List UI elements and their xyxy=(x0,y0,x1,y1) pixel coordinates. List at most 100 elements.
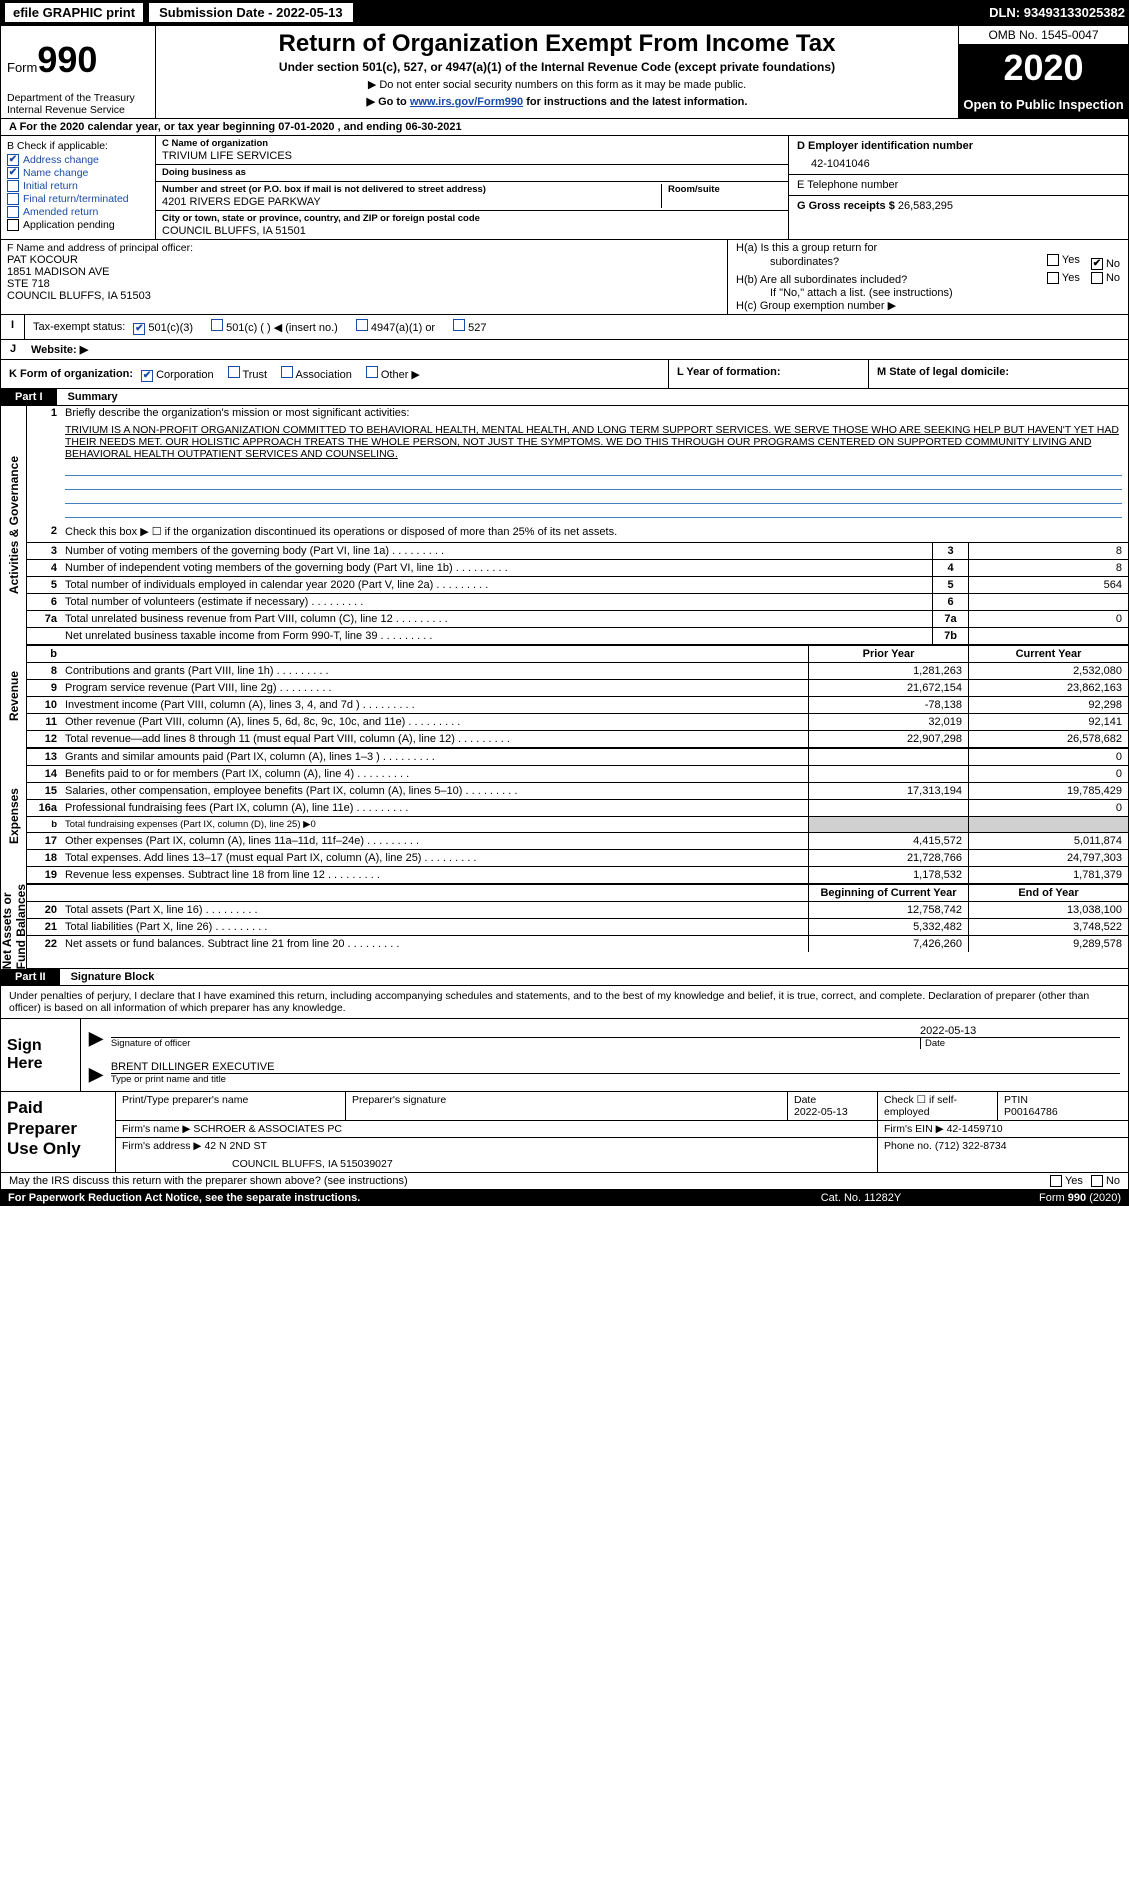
org-form-option[interactable]: Association xyxy=(281,369,352,381)
vlabel-expenses: Expenses xyxy=(1,748,27,884)
line-11: 11Other revenue (Part VIII, column (A), … xyxy=(27,713,1128,730)
discuss-no[interactable]: No xyxy=(1091,1175,1120,1187)
part1-tab: Part I xyxy=(1,389,57,405)
column-c: C Name of organization TRIVIUM LIFE SERV… xyxy=(156,136,788,239)
officer-name-title: BRENT DILLINGER EXECUTIVE xyxy=(111,1061,1120,1073)
sign-here-block: Sign Here ▶ 2022-05-13 Signature of offi… xyxy=(0,1019,1129,1092)
org-form-option[interactable]: Corporation xyxy=(141,369,214,381)
vlabel-net: Net Assets or Fund Balances xyxy=(1,884,27,969)
dln: DLN: 93493133025382 xyxy=(989,5,1125,20)
part2-title: Signature Block xyxy=(60,969,1128,985)
hb-yes[interactable]: Yes xyxy=(1047,272,1080,284)
checkbox-icon xyxy=(453,319,465,331)
form-label: Form990 xyxy=(7,42,149,78)
checkbox-initial-return[interactable]: Initial return xyxy=(7,180,149,192)
part2-tab: Part II xyxy=(1,969,60,985)
row-j-label: J xyxy=(1,343,25,356)
line-20: 20Total assets (Part X, line 16) 12,758,… xyxy=(27,901,1128,918)
firm-addr-label: Firm's address ▶ xyxy=(122,1140,202,1152)
efile-print-button[interactable]: efile GRAPHIC print xyxy=(4,2,144,23)
form-of-org: K Form of organization: Corporation Trus… xyxy=(1,360,668,388)
blank-line xyxy=(65,492,1122,504)
blank-line xyxy=(65,478,1122,490)
form-note-ssn: ▶ Do not enter social security numbers o… xyxy=(164,78,950,91)
dln-value: 93493133025382 xyxy=(1024,5,1125,20)
tax-year: 2020 xyxy=(959,45,1128,91)
hb-note: If "No," attach a list. (see instruction… xyxy=(770,287,1120,299)
part1-title: Summary xyxy=(57,389,1128,405)
irs-link[interactable]: www.irs.gov/Form990 xyxy=(410,96,523,108)
tax-status-option[interactable]: 527 xyxy=(453,322,486,334)
mission-text: TRIVIUM IS A NON-PROFIT ORGANIZATION COM… xyxy=(27,424,1128,462)
line-22: 22Net assets or fund balances. Subtract … xyxy=(27,935,1128,952)
ha-label: H(a) Is this a group return for xyxy=(736,242,877,254)
prep-name-hdr: Print/Type preparer's name xyxy=(116,1092,346,1120)
checkbox-amended-return[interactable]: Amended return xyxy=(7,206,149,218)
gov-line-3: 3Number of voting members of the governi… xyxy=(27,542,1128,559)
checkbox-icon xyxy=(133,323,145,335)
firm-ein-label: Firm's EIN ▶ xyxy=(884,1123,944,1135)
header-left: Form990 Department of the Treasury Inter… xyxy=(1,26,156,118)
line-18: 18Total expenses. Add lines 13–17 (must … xyxy=(27,849,1128,866)
arrow-icon: ▶ xyxy=(89,1064,103,1085)
checkbox-final-return-terminated[interactable]: Final return/terminated xyxy=(7,193,149,205)
ha-no[interactable]: No xyxy=(1091,258,1120,270)
line-15: 15Salaries, other compensation, employee… xyxy=(27,782,1128,799)
tax-status-option[interactable]: 4947(a)(1) or xyxy=(356,322,435,334)
checkbox-icon xyxy=(228,366,240,378)
row-i: I Tax-exempt status: 501(c)(3) 501(c) ( … xyxy=(0,315,1129,340)
cat-no: Cat. No. 11282Y xyxy=(761,1192,961,1204)
omb-number: OMB No. 1545-0047 xyxy=(959,26,1128,45)
city-cell: City or town, state or province, country… xyxy=(156,211,788,239)
current-year-header: Current Year xyxy=(968,646,1128,662)
gross-value: 26,583,295 xyxy=(898,200,953,212)
submission-date-label: Submission Date - xyxy=(159,5,276,20)
firm-phone: (712) 322-8734 xyxy=(935,1140,1007,1152)
phone-caption: E Telephone number xyxy=(797,179,1120,191)
tax-status-option[interactable]: 501(c)(3) xyxy=(133,322,193,334)
line-9: 9Program service revenue (Part VIII, lin… xyxy=(27,679,1128,696)
ha-label2: subordinates? xyxy=(770,256,839,268)
room-caption: Room/suite xyxy=(668,184,782,195)
section-governance: Activities & Governance 1Briefly describ… xyxy=(0,406,1129,645)
addr-caption: Number and street (or P.O. box if mail i… xyxy=(162,184,655,195)
officer-line: PAT KOCOUR xyxy=(7,254,721,266)
form-number: 990 xyxy=(37,39,97,80)
ha-yes[interactable]: Yes xyxy=(1047,254,1080,266)
checkbox-icon xyxy=(7,193,19,205)
ein-value: 42-1041046 xyxy=(811,158,1120,170)
tax-exempt-status: Tax-exempt status: 501(c)(3) 501(c) ( ) … xyxy=(25,315,1128,339)
checkbox-icon xyxy=(7,180,19,192)
address-row: Number and street (or P.O. box if mail i… xyxy=(156,182,788,211)
checkbox-icon xyxy=(366,366,378,378)
city-caption: City or town, state or province, country… xyxy=(162,213,782,224)
checkbox-icon xyxy=(7,154,19,166)
i-caption: Tax-exempt status: xyxy=(33,321,125,333)
line-8: 8Contributions and grants (Part VIII, li… xyxy=(27,662,1128,679)
discuss-text: May the IRS discuss this return with the… xyxy=(9,1175,1042,1187)
paid-preparer-label: Paid Preparer Use Only xyxy=(1,1092,116,1172)
officer-line: 1851 MADISON AVE xyxy=(7,266,721,278)
year-formation: L Year of formation: xyxy=(668,360,868,388)
gov-line-4: 4Number of independent voting members of… xyxy=(27,559,1128,576)
line-21: 21Total liabilities (Part X, line 26) 5,… xyxy=(27,918,1128,935)
beginning-year-header: Beginning of Current Year xyxy=(808,885,968,901)
org-name-caption: C Name of organization xyxy=(162,138,782,149)
hb-no[interactable]: No xyxy=(1091,272,1120,284)
row-j: J Website: ▶ xyxy=(0,340,1129,360)
firm-name: SCHROER & ASSOCIATES PC xyxy=(193,1123,342,1135)
checkbox-name-change[interactable]: Name change xyxy=(7,167,149,179)
tax-status-option[interactable]: 501(c) ( ) ◀ (insert no.) xyxy=(211,322,338,334)
prep-date-val: 2022-05-13 xyxy=(794,1106,871,1118)
checkbox-address-change[interactable]: Address change xyxy=(7,154,149,166)
hb-label: H(b) Are all subordinates included? xyxy=(736,274,907,286)
part2-header: Part II Signature Block xyxy=(0,969,1129,986)
gov-line-6: 6Total number of volunteers (estimate if… xyxy=(27,593,1128,610)
section-expenses: Expenses 13Grants and similar amounts pa… xyxy=(0,748,1129,884)
gross-caption: G Gross receipts $ xyxy=(797,200,898,212)
discuss-yes[interactable]: Yes xyxy=(1050,1175,1083,1187)
org-form-option[interactable]: Trust xyxy=(228,369,268,381)
checkbox-application-pending[interactable]: Application pending xyxy=(7,219,149,231)
org-form-option[interactable]: Other ▶ xyxy=(366,369,420,381)
k-label: K Form of organization: xyxy=(9,368,133,380)
